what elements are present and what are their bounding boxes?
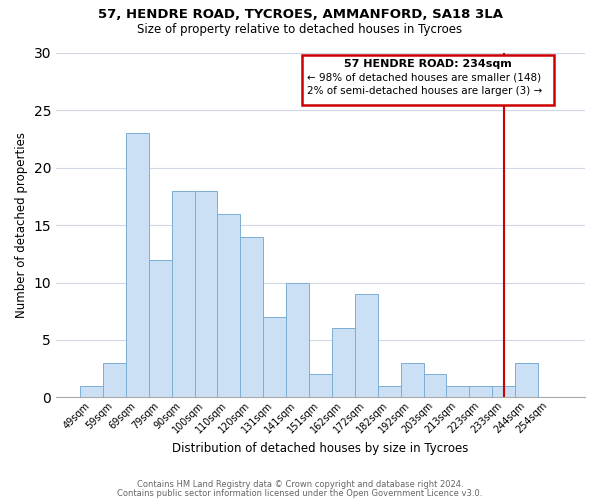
Text: 57 HENDRE ROAD: 234sqm: 57 HENDRE ROAD: 234sqm (344, 58, 512, 68)
Bar (172, 190, 194, 398)
Bar (309, 374, 332, 398)
Bar (149, 260, 172, 398)
Bar (217, 214, 241, 398)
Bar (80, 386, 103, 398)
X-axis label: Distribution of detached houses by size in Tycroes: Distribution of detached houses by size … (172, 442, 469, 455)
Bar (355, 294, 378, 398)
Bar (446, 386, 469, 398)
Text: ← 98% of detached houses are smaller (148): ← 98% of detached houses are smaller (14… (307, 72, 541, 83)
Bar (378, 386, 401, 398)
Y-axis label: Number of detached properties: Number of detached properties (15, 132, 28, 318)
Text: Contains public sector information licensed under the Open Government Licence v3: Contains public sector information licen… (118, 488, 482, 498)
Bar (332, 328, 355, 398)
Text: Contains HM Land Registry data © Crown copyright and database right 2024.: Contains HM Land Registry data © Crown c… (137, 480, 463, 489)
Bar (469, 386, 492, 398)
Text: 57, HENDRE ROAD, TYCROES, AMMANFORD, SA18 3LA: 57, HENDRE ROAD, TYCROES, AMMANFORD, SA1… (97, 8, 503, 20)
Bar (515, 363, 538, 398)
Bar (286, 282, 309, 398)
Bar (241, 236, 263, 398)
Bar (103, 363, 126, 398)
Bar (424, 374, 446, 398)
Bar (263, 317, 286, 398)
Bar (126, 134, 149, 398)
Text: 2% of semi-detached houses are larger (3) →: 2% of semi-detached houses are larger (3… (307, 86, 542, 97)
Bar (194, 190, 217, 398)
Bar (401, 363, 424, 398)
FancyBboxPatch shape (302, 56, 554, 104)
Text: Size of property relative to detached houses in Tycroes: Size of property relative to detached ho… (137, 22, 463, 36)
Bar (492, 386, 515, 398)
